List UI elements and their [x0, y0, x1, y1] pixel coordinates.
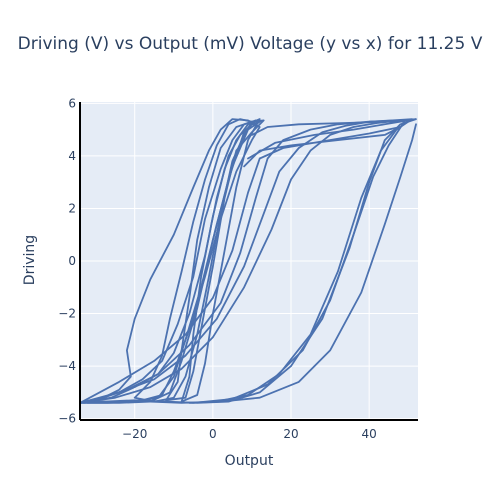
axes — [79, 102, 418, 421]
y-tick-label: −6 — [58, 412, 76, 426]
y-tick-label: −2 — [58, 307, 76, 321]
y-tick-label: 6 — [68, 96, 76, 110]
y-tick-label: 2 — [68, 201, 76, 215]
series-line-11 — [247, 119, 410, 160]
x-axis-title: Output — [225, 453, 274, 469]
x-tick-label: 0 — [209, 427, 217, 441]
series-line-7 — [133, 118, 253, 403]
series-line-9 — [180, 118, 261, 403]
x-tick-label: 20 — [283, 427, 298, 441]
series-lines — [79, 118, 417, 404]
series-line-12 — [188, 123, 417, 404]
y-tick-label: −4 — [58, 359, 76, 373]
x-tick-label: −20 — [122, 427, 147, 441]
y-tick-label: 4 — [68, 149, 76, 163]
y-tick-label: 0 — [68, 254, 76, 268]
x-tick-label: 40 — [362, 427, 377, 441]
series-line-10 — [79, 126, 402, 404]
chart-title: Driving (V) vs Output (mV) Voltage (y vs… — [17, 34, 483, 54]
y-axis-title: Driving — [22, 235, 38, 285]
